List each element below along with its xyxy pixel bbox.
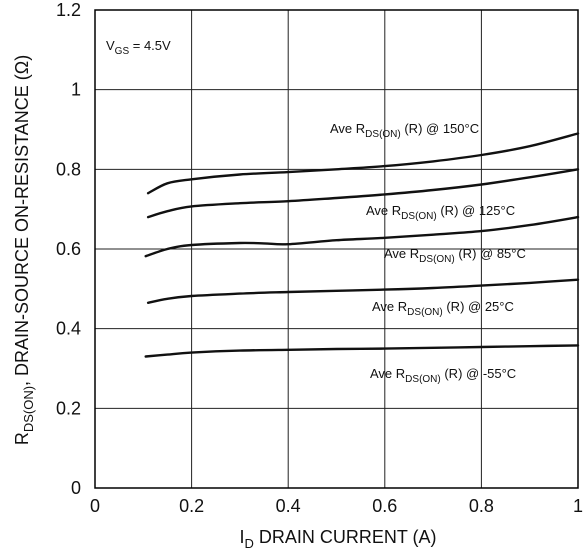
series-label: Ave RDS(ON) (R) @ -55°C — [370, 366, 516, 385]
series-label: Ave RDS(ON) (R) @ 25°C — [372, 299, 514, 318]
y-tick-label: 0.4 — [56, 319, 81, 339]
x-tick-label: 1 — [573, 496, 583, 516]
y-tick-label: 1 — [71, 80, 81, 100]
series-lines — [144, 132, 580, 358]
y-tick-label: 1.2 — [56, 0, 81, 20]
y-tick-label: 0.2 — [56, 398, 81, 418]
x-axis-title: ID DRAIN CURRENT (A) — [239, 527, 436, 551]
series-line — [146, 168, 580, 219]
series-line — [146, 132, 580, 195]
x-tick-label: 0.2 — [179, 496, 204, 516]
y-tick-label: 0.6 — [56, 239, 81, 259]
y-tick-label: 0 — [71, 478, 81, 498]
x-tick-label: 0.4 — [276, 496, 301, 516]
condition-label: VGS = 4.5V — [106, 38, 171, 57]
y-tick-label: 0.8 — [56, 159, 81, 179]
x-tick-labels: 0 0.2 0.4 0.6 0.8 1 — [90, 496, 583, 516]
series-line — [146, 278, 580, 304]
series-label: Ave RDS(ON) (R) @ 125°C — [366, 203, 515, 222]
plot-frame — [94, 9, 579, 489]
y-axis-title: RDS(ON), DRAIN-SOURCE ON-RESISTANCE (Ω) — [12, 55, 36, 445]
y-tick-labels: 0 0.2 0.4 0.6 0.8 1 1.2 — [56, 0, 81, 498]
series-line — [144, 215, 580, 258]
x-tick-label: 0 — [90, 496, 100, 516]
x-tick-label: 0.8 — [469, 496, 494, 516]
x-tick-label: 0.6 — [372, 496, 397, 516]
series-label: Ave RDS(ON) (R) @ 150°C — [330, 121, 479, 140]
series-line — [144, 344, 580, 358]
series-label: Ave RDS(ON) (R) @ 85°C — [384, 246, 526, 265]
series-labels: Ave RDS(ON) (R) @ 150°C Ave RDS(ON) (R) @… — [330, 121, 526, 385]
